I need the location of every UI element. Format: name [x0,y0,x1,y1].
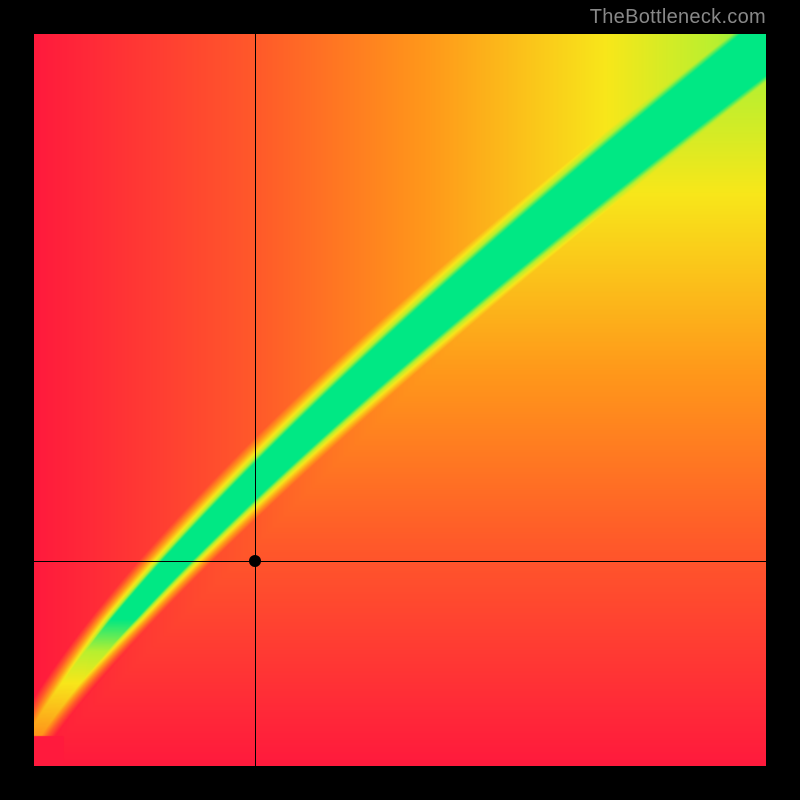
heatmap-plot [34,34,766,766]
crosshair-marker [249,555,261,567]
heatmap-canvas [34,34,766,766]
attribution-label: TheBottleneck.com [590,6,766,29]
crosshair-vertical [255,34,256,766]
crosshair-horizontal [34,561,766,562]
